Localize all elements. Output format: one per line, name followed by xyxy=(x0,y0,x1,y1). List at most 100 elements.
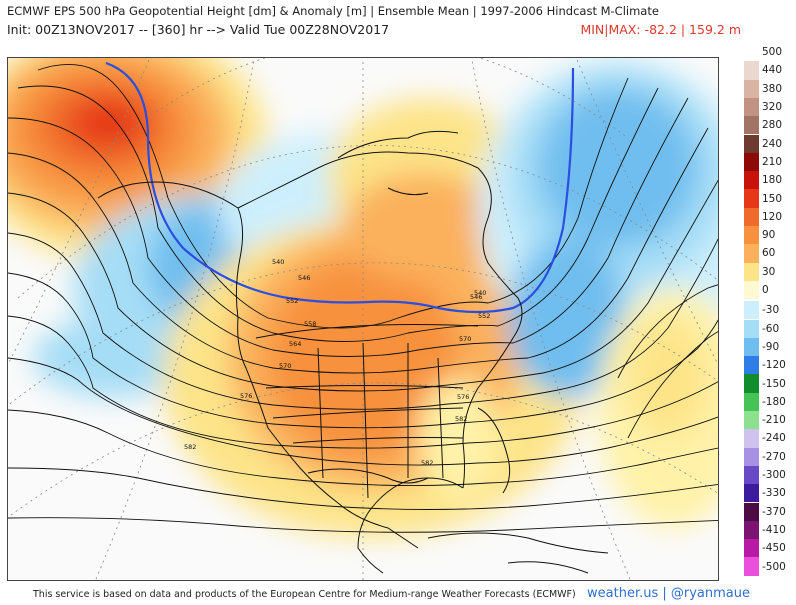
contour-label: 582 xyxy=(455,415,467,423)
colorbar-label: 320 xyxy=(762,101,783,114)
colorbar-step-negative: -330 xyxy=(744,484,790,503)
colorbar-swatch xyxy=(744,337,759,357)
colorbar-label: -60 xyxy=(762,322,780,335)
colorbar-label: 180 xyxy=(762,174,783,187)
colorbar-swatch xyxy=(744,262,759,281)
init-valid-line: Init: 00Z13NOV2017 -- [360] hr --> Valid… xyxy=(7,22,390,37)
colorbar-label: 380 xyxy=(762,82,783,95)
colorbar-step-positive: 60 xyxy=(744,244,790,263)
colorbar-swatch xyxy=(744,484,759,503)
ecmwf-attribution: This service is based on data and produc… xyxy=(33,589,576,600)
colorbar-swatch xyxy=(744,301,759,320)
colorbar-label: 0 xyxy=(762,284,769,297)
colorbar-step-negative: -90 xyxy=(744,337,790,357)
colorbar-swatch xyxy=(744,447,759,466)
contour-labels: 540 546 552 558 564 570 576 582 582 582 … xyxy=(184,258,490,467)
colorbar-step-positive: 30 xyxy=(744,262,790,281)
colorbar-step-positive: 500 xyxy=(744,43,790,62)
colorbar-swatch xyxy=(744,520,759,540)
colorbar-label: -240 xyxy=(762,432,786,445)
colorbar-label: 30 xyxy=(762,265,776,278)
colorbar-label: -370 xyxy=(762,505,786,518)
height-contours xyxy=(8,64,718,533)
colorbar-label: -300 xyxy=(762,469,786,482)
colorbar-label: -330 xyxy=(762,487,786,500)
colorbar-step-negative: -270 xyxy=(744,447,790,466)
colorbar-label: 440 xyxy=(762,64,783,77)
colorbar-label: -150 xyxy=(762,377,786,390)
colorbar-swatch xyxy=(744,356,759,375)
colorbar-swatch xyxy=(744,61,759,80)
colorbar-label: -500 xyxy=(762,560,786,573)
contour-label: 540 xyxy=(272,258,284,266)
anomaly-map: 540 546 552 558 564 570 576 582 582 582 … xyxy=(7,57,719,581)
brand-credit[interactable]: weather.us | @ryanmaue xyxy=(587,586,750,601)
contour-540-highlight xyxy=(105,61,575,314)
colorbar-step-negative: -60 xyxy=(744,319,790,338)
lat-lon-grid xyxy=(8,58,718,580)
colorbar-label: -120 xyxy=(762,359,786,372)
colorbar-label: -180 xyxy=(762,395,786,408)
colorbar-step-positive: 440 xyxy=(744,61,790,80)
anomaly-colorbar: 500 440 380 320 280 240 210 180 150 120 90 60 30 0 -30… xyxy=(744,43,790,576)
colorbar-swatch xyxy=(744,319,759,338)
colorbar-swatch xyxy=(744,226,759,245)
colorbar-label: 500 xyxy=(762,46,783,59)
colorbar-swatch xyxy=(744,79,759,98)
colorbar-label: 120 xyxy=(762,210,783,223)
colorbar-swatch xyxy=(744,43,759,62)
colorbar-step-negative: -210 xyxy=(744,411,790,430)
colorbar-swatch xyxy=(744,502,759,521)
colorbar-step-negative: -500 xyxy=(744,557,790,576)
contour-label: 582 xyxy=(184,443,196,451)
colorbar-step-positive: 380 xyxy=(744,79,790,98)
colorbar-swatch xyxy=(744,392,759,411)
colorbar-label: -90 xyxy=(762,340,780,353)
colorbar-step-positive: 0 xyxy=(744,280,790,300)
colorbar-swatch xyxy=(744,411,759,430)
colorbar-swatch xyxy=(744,280,759,300)
chart-title: ECMWF EPS 500 hPa Geopotential Height [d… xyxy=(7,4,659,18)
map-canvas: 540 546 552 558 564 570 576 582 582 582 … xyxy=(8,58,718,580)
colorbar-swatch xyxy=(744,465,759,485)
colorbar-step-negative: -410 xyxy=(744,520,790,540)
colorbar-label: -270 xyxy=(762,450,786,463)
colorbar-step-negative: -180 xyxy=(744,392,790,411)
colorbar-step-negative: -300 xyxy=(744,465,790,485)
colorbar-label: 210 xyxy=(762,155,783,168)
colorbar-step-positive: 120 xyxy=(744,207,790,226)
colorbar-step-negative: -30 xyxy=(744,301,790,320)
colorbar-step-negative: -240 xyxy=(744,429,790,448)
colorbar-swatch xyxy=(744,152,759,172)
colorbar-swatch xyxy=(744,134,759,153)
colorbar-step-positive: 280 xyxy=(744,116,790,135)
colorbar-step-positive: 180 xyxy=(744,171,790,190)
colorbar-step-positive: 90 xyxy=(744,226,790,245)
contour-label: 582 xyxy=(421,459,433,467)
colorbar-label: -410 xyxy=(762,523,786,536)
colorbar-label: -450 xyxy=(762,542,786,555)
contour-label: 552 xyxy=(478,312,490,320)
contour-label: 564 xyxy=(289,340,301,348)
colorbar-swatch xyxy=(744,557,759,576)
colorbar-step-positive: 240 xyxy=(744,134,790,153)
colorbar-step-negative: -150 xyxy=(744,374,790,393)
colorbar-swatch xyxy=(744,97,759,117)
colorbar-step-positive: 150 xyxy=(744,189,790,208)
colorbar-swatch xyxy=(744,207,759,226)
contour-label: 546 xyxy=(298,274,310,282)
colorbar-label: 150 xyxy=(762,192,783,205)
colorbar-label: 90 xyxy=(762,229,776,242)
contour-label: 546 xyxy=(470,293,482,301)
contour-label: 576 xyxy=(240,392,252,400)
colorbar-step-negative: -450 xyxy=(744,539,790,558)
colorbar-swatch xyxy=(744,539,759,558)
contour-label: 570 xyxy=(279,362,291,370)
coastlines-and-borders xyxy=(97,130,609,574)
contour-label: 570 xyxy=(459,335,471,343)
colorbar-step-positive: 320 xyxy=(744,97,790,117)
colorbar-step-positive: 210 xyxy=(744,152,790,172)
colorbar-swatch xyxy=(744,116,759,135)
contour-label: 552 xyxy=(286,297,298,305)
colorbar-swatch xyxy=(744,171,759,190)
